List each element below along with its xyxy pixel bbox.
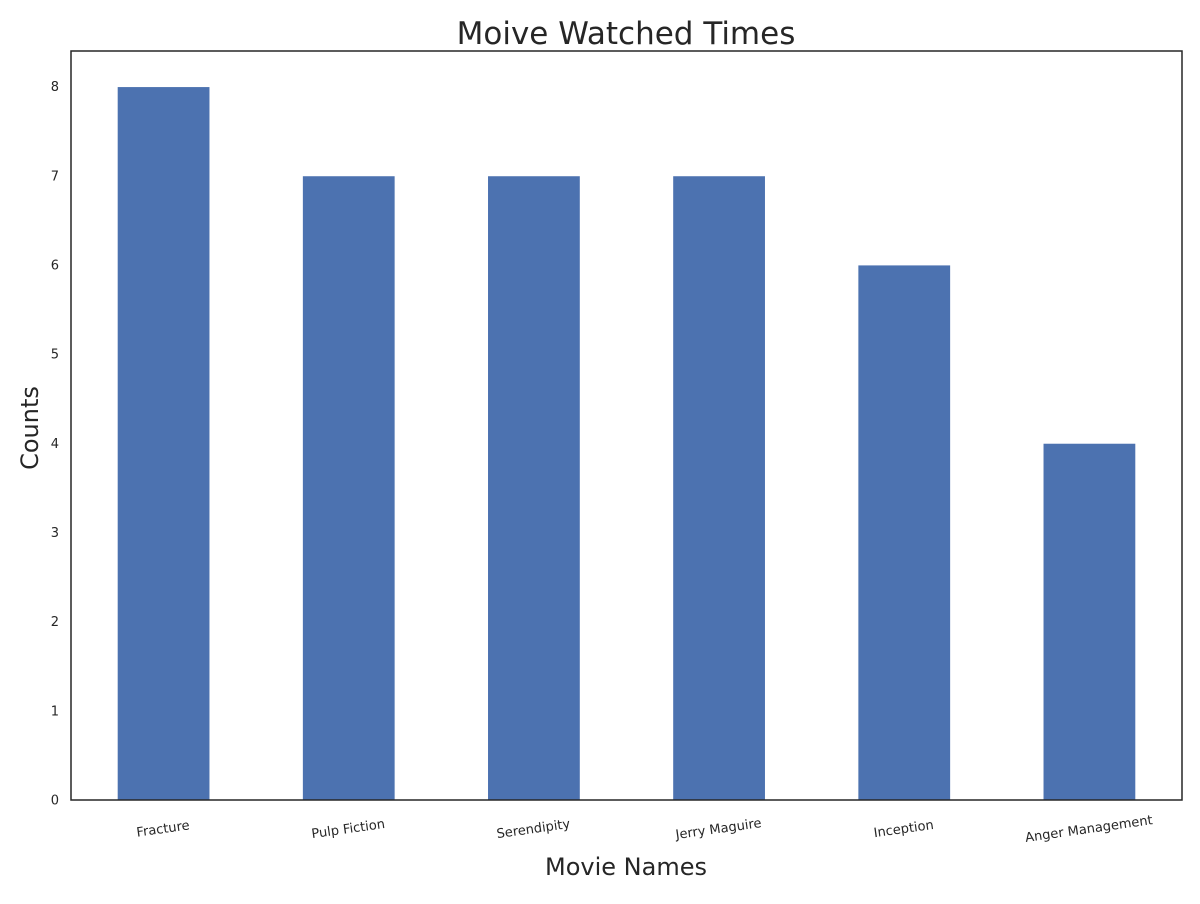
plot-frame bbox=[70, 50, 1183, 801]
bar-serendipity bbox=[487, 175, 581, 801]
y-tick-label: 4 bbox=[51, 437, 59, 452]
y-tick-label: 2 bbox=[51, 615, 59, 630]
x-tick-label: Pulp Fiction bbox=[311, 817, 386, 842]
bar-fracture bbox=[116, 86, 211, 801]
y-tick-label: 6 bbox=[51, 259, 59, 274]
bar-anger-management bbox=[1042, 442, 1137, 801]
x-tick-label: Serendipity bbox=[496, 817, 572, 842]
x-axis-label: Movie Names bbox=[545, 853, 707, 881]
bar-jerry-maguire bbox=[672, 175, 766, 801]
y-tick-label: 5 bbox=[51, 348, 59, 363]
y-tick-label: 8 bbox=[51, 80, 59, 95]
y-tick-label: 7 bbox=[51, 169, 59, 184]
bars-group bbox=[116, 86, 1137, 801]
y-tick-label: 0 bbox=[51, 794, 59, 809]
x-tick-label: Anger Management bbox=[1024, 813, 1153, 846]
chart-title: Moive Watched Times bbox=[457, 16, 796, 52]
x-axis-ticks: Fracture Pulp Fiction Serendipity Jerry Mag… bbox=[136, 813, 1154, 846]
y-axis-label: Counts bbox=[16, 386, 44, 470]
y-tick-label: 1 bbox=[51, 704, 59, 719]
y-tick-label: 3 bbox=[51, 526, 59, 541]
x-tick-label: Inception bbox=[873, 818, 935, 841]
y-axis-ticks: 0 1 2 3 4 5 6 7 8 bbox=[51, 80, 59, 808]
bar-inception bbox=[857, 264, 951, 801]
bar-pulp-fiction bbox=[302, 175, 396, 801]
x-tick-label: Jerry Maguire bbox=[674, 816, 763, 843]
x-tick-label: Fracture bbox=[136, 818, 191, 840]
